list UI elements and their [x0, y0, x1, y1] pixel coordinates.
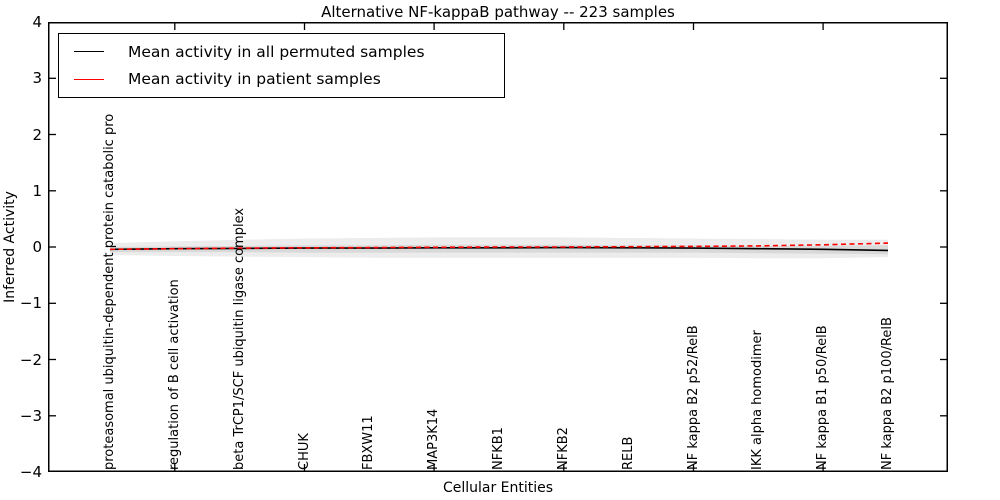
- permuted-line-sample-icon: [74, 51, 104, 53]
- y-tick-label: −2: [19, 350, 42, 369]
- x-tick-label: proteasomal ubiquitin-dependent protein …: [102, 113, 117, 470]
- x-tick-label: NFKB2: [555, 427, 571, 470]
- legend: Mean activity in all permuted samples Me…: [58, 33, 505, 98]
- x-tick-label: FBXW11: [361, 415, 377, 470]
- plot-area: proteasomal ubiquitin-dependent protein …: [48, 22, 948, 472]
- legend-label-permuted: Mean activity in all permuted samples: [128, 42, 425, 61]
- series-line-1: [109, 242, 889, 251]
- x-tick-label: NFKB1: [491, 427, 506, 470]
- y-tick-label: −4: [19, 463, 42, 481]
- legend-label-patient: Mean activity in patient samples: [128, 70, 381, 89]
- chart-title: Alternative NF-kappaB pathway -- 223 sam…: [321, 3, 675, 21]
- legend-item-permuted: Mean activity in all permuted samples: [59, 43, 504, 61]
- y-tick-label: 1: [32, 181, 42, 200]
- y-tick-label: −3: [19, 406, 42, 425]
- permuted-activity-inner-band: [110, 244, 888, 255]
- x-tick-label: IKK alpha homodimer: [750, 330, 766, 470]
- x-axis-label: Cellular Entities: [442, 480, 554, 496]
- y-tick-label: −1: [19, 294, 42, 313]
- patient-line-sample-icon: [74, 78, 104, 80]
- y-tick-label: 2: [32, 125, 42, 144]
- legend-item-patient: Mean activity in patient samples: [59, 70, 504, 88]
- y-tick-label: 3: [32, 69, 42, 88]
- y-tick-label: 0: [32, 238, 42, 256]
- x-tick-label: NF kappa B2 p100/RelB: [880, 317, 895, 470]
- axes-frame: [48, 22, 948, 472]
- plot-canvas: [48, 22, 948, 472]
- x-tick-label: MAP3K14: [426, 408, 442, 470]
- x-tick-label: CHUK: [296, 433, 312, 470]
- x-tick-label: NF kappa B2 p52/RelB: [685, 325, 701, 470]
- x-tick-label: RELB: [620, 436, 636, 470]
- x-tick-label: beta TrCP1/SCF ubiquitin ligase complex: [231, 207, 247, 470]
- x-tick-label: regulation of B cell activation: [166, 279, 182, 470]
- x-tick-label: NF kappa B1 p50/RelB: [815, 325, 831, 470]
- y-tick-label: 4: [32, 13, 42, 31]
